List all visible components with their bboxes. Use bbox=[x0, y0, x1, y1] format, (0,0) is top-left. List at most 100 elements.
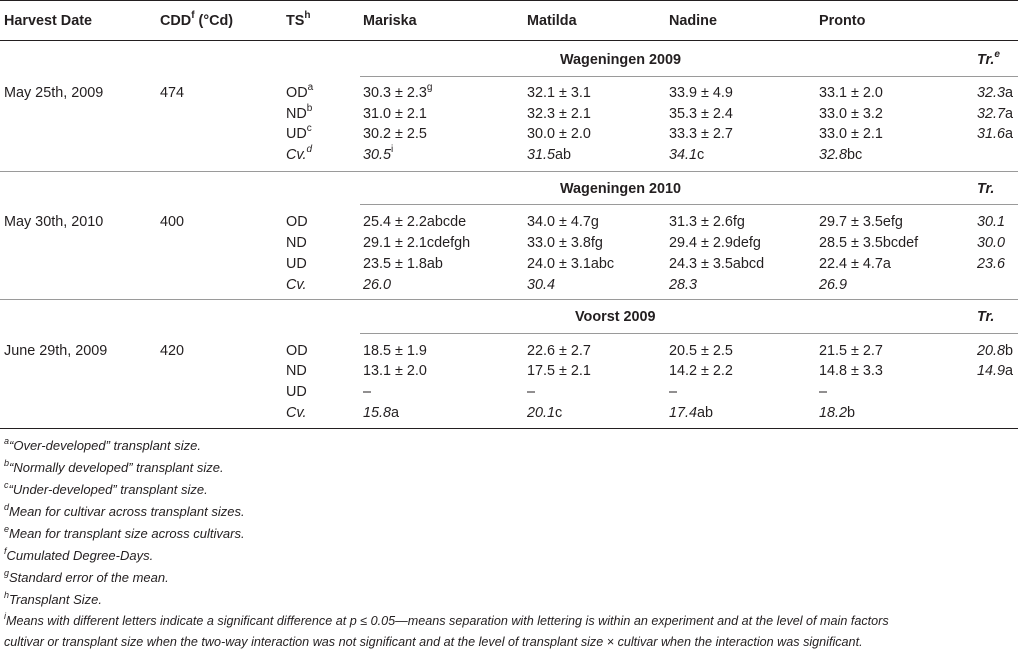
table-cell: 31.3 ± 2.6fg bbox=[669, 214, 745, 230]
table-cell: 30.0 ± 2.0 bbox=[527, 126, 591, 142]
table-bottom-rule bbox=[0, 428, 1018, 429]
ts-label: UD bbox=[286, 384, 307, 400]
tr-value: 20.8b bbox=[977, 343, 1014, 359]
cv-value: 28.3 bbox=[669, 277, 698, 293]
table-top-rule bbox=[0, 0, 1018, 1]
section-title: Wageningen 2010 bbox=[560, 181, 682, 197]
harvest-date: May 30th, 2010 bbox=[4, 214, 104, 230]
footnote-d: dMean for cultivar across transplant siz… bbox=[4, 501, 245, 519]
ts-label: OD bbox=[286, 343, 308, 359]
section-title: Wageningen 2009 bbox=[560, 52, 682, 68]
footnote-i: iMeans with different letters indicate a… bbox=[4, 610, 889, 628]
tr-value: 23.6 bbox=[977, 256, 1006, 272]
table-cell: 34.0 ± 4.7g bbox=[527, 214, 599, 230]
table-cell: 33.1 ± 2.0 bbox=[819, 85, 883, 101]
ts-label: NDb bbox=[286, 103, 313, 122]
col-header-pronto: Pronto bbox=[819, 13, 866, 29]
cv-value: 30.4 bbox=[527, 277, 556, 293]
header-rule bbox=[0, 40, 1018, 41]
cv-value: 32.8bc bbox=[819, 147, 863, 163]
footnote-c: c“Under-developed” transplant size. bbox=[4, 479, 208, 497]
col-header-matilda: Matilda bbox=[527, 13, 577, 29]
tr-value: 14.9a bbox=[977, 363, 1014, 379]
tr-value: 30.1 bbox=[977, 214, 1006, 230]
ts-label: UD bbox=[286, 256, 307, 272]
cdd-value: 400 bbox=[160, 214, 185, 230]
cv-value: 17.4ab bbox=[669, 405, 714, 421]
table-cell: 33.3 ± 2.7 bbox=[669, 126, 733, 142]
footnote-b: b“Normally developed” transplant size. bbox=[4, 457, 224, 475]
cdd-value: 420 bbox=[160, 343, 185, 359]
ts-label: OD bbox=[286, 214, 308, 230]
table-cell: – bbox=[527, 384, 536, 400]
section-tr-header: Tr. bbox=[977, 181, 995, 197]
ts-label: ND bbox=[286, 235, 307, 251]
cv-value: 34.1c bbox=[669, 147, 705, 163]
table-cell: 29.4 ± 2.9defg bbox=[669, 235, 761, 251]
cv-value: 26.0 bbox=[363, 277, 392, 293]
table-cell: 21.5 ± 2.7 bbox=[819, 343, 883, 359]
table-cell: 33.9 ± 4.9 bbox=[669, 85, 733, 101]
section-subrule bbox=[360, 333, 1018, 334]
table-cell: 18.5 ± 1.9 bbox=[363, 343, 427, 359]
table-cell: 32.1 ± 3.1 bbox=[527, 85, 591, 101]
footnote-g: gStandard error of the mean. bbox=[4, 567, 169, 585]
table-cell: 22.6 ± 2.7 bbox=[527, 343, 591, 359]
table-cell: 33.0 ± 3.8fg bbox=[527, 235, 603, 251]
cv-value: 15.8a bbox=[363, 405, 400, 421]
cdd-value: 474 bbox=[160, 85, 185, 101]
table-cell: 25.4 ± 2.2abcde bbox=[363, 214, 467, 230]
section-subrule bbox=[360, 76, 1018, 77]
table-cell: 33.0 ± 2.1 bbox=[819, 126, 883, 142]
tr-value: 32.3a bbox=[977, 85, 1014, 101]
table-cell: 30.3 ± 2.3g bbox=[363, 82, 433, 101]
table-cell: 24.3 ± 3.5abcd bbox=[669, 256, 765, 272]
cv-value: 20.1c bbox=[527, 405, 563, 421]
col-header-mariska: Mariska bbox=[363, 13, 417, 29]
table-cell: – bbox=[363, 384, 372, 400]
table-cell: – bbox=[819, 384, 828, 400]
footnote-a: a“Over-developed” transplant size. bbox=[4, 435, 201, 453]
col-header-ts: TSh bbox=[286, 10, 311, 29]
ts-label: ODa bbox=[286, 82, 314, 101]
footnote-f: fCumulated Degree-Days. bbox=[4, 545, 154, 563]
tr-value: 32.7a bbox=[977, 106, 1014, 122]
footnote-h: hTransplant Size. bbox=[4, 589, 102, 607]
harvest-date: June 29th, 2009 bbox=[4, 343, 108, 359]
cv-value: 30.5i bbox=[363, 144, 394, 163]
footnote-e: eMean for transplant size across cultiva… bbox=[4, 523, 245, 541]
tr-value: 31.6a bbox=[977, 126, 1014, 142]
table-cell: 14.2 ± 2.2 bbox=[669, 363, 733, 379]
table-cell: 29.1 ± 2.1cdefgh bbox=[363, 235, 471, 251]
table-cell: 17.5 ± 2.1 bbox=[527, 363, 591, 379]
cv-label: Cv. bbox=[286, 405, 307, 421]
cv-label: Cv. bbox=[286, 277, 307, 293]
table-cell: 33.0 ± 3.2 bbox=[819, 106, 883, 122]
section-tr-header: Tr.e bbox=[977, 49, 1000, 68]
table-cell: 32.3 ± 2.1 bbox=[527, 106, 591, 122]
table-cell: 35.3 ± 2.4 bbox=[669, 106, 733, 122]
section-divider bbox=[0, 299, 1018, 300]
section-subrule bbox=[360, 204, 1018, 205]
table-cell: 22.4 ± 4.7a bbox=[819, 256, 891, 272]
harvest-date: May 25th, 2009 bbox=[4, 85, 104, 101]
section-title: Voorst 2009 bbox=[575, 309, 656, 325]
cv-label: Cv.d bbox=[286, 144, 313, 163]
table-cell: 30.2 ± 2.5 bbox=[363, 126, 427, 142]
table-cell: 29.7 ± 3.5efg bbox=[819, 214, 903, 230]
table-cell: 24.0 ± 3.1abc bbox=[527, 256, 615, 272]
table-cell: 14.8 ± 3.3 bbox=[819, 363, 883, 379]
table-cell: 13.1 ± 2.0 bbox=[363, 363, 427, 379]
table-cell: 23.5 ± 1.8ab bbox=[363, 256, 443, 272]
table-cell: 31.0 ± 2.1 bbox=[363, 106, 427, 122]
cv-value: 31.5ab bbox=[527, 147, 572, 163]
cv-value: 18.2b bbox=[819, 405, 856, 421]
table-cell: – bbox=[669, 384, 678, 400]
cv-value: 26.9 bbox=[819, 277, 848, 293]
section-divider bbox=[0, 171, 1018, 172]
col-header-harvest-date: Harvest Date bbox=[4, 13, 92, 29]
table-cell: 20.5 ± 2.5 bbox=[669, 343, 733, 359]
col-header-cdd: CDDf (°Cd) bbox=[160, 10, 234, 29]
footnote-i-continued: cultivar or transplant size when the two… bbox=[4, 635, 863, 649]
section-tr-header: Tr. bbox=[977, 309, 995, 325]
